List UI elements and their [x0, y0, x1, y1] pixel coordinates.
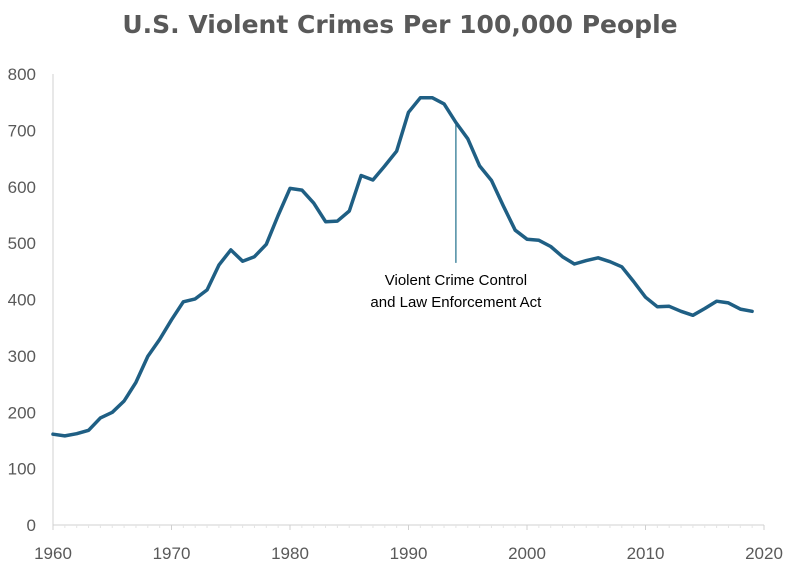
x-tick-label: 2020	[745, 544, 783, 563]
x-tick-label: 2000	[508, 544, 546, 563]
y-tick-label: 500	[8, 234, 36, 253]
x-tick-label: 1980	[271, 544, 309, 563]
x-tick-label: 1970	[153, 544, 191, 563]
x-tick-label: 1990	[390, 544, 428, 563]
series-layer	[51, 95, 754, 438]
y-tick-label: 600	[8, 178, 36, 197]
x-axis-labels: 1960 1970 1980 1990 2000 2010 2020	[34, 525, 783, 563]
annotation-text: Violent Crime Control	[385, 272, 527, 289]
y-tick-label: 800	[8, 65, 36, 84]
y-tick-label: 0	[27, 516, 36, 535]
y-tick-label: 100	[8, 460, 36, 479]
y-tick-label: 700	[8, 121, 36, 140]
y-tick-label: 200	[8, 403, 36, 422]
y-axis-labels: 0 100 200 300 400 500 600 700 800	[8, 65, 36, 535]
annotation: Violent Crime Control and Law Enforcement…	[370, 122, 542, 311]
y-tick-label: 300	[8, 347, 36, 366]
annotation-text: and Law Enforcement Act	[370, 294, 542, 311]
y-tick-label: 400	[8, 291, 36, 310]
x-tick-label: 2010	[627, 544, 665, 563]
series-line	[51, 95, 754, 438]
chart-title: U.S. Violent Crimes Per 100,000 People	[122, 10, 678, 39]
x-tick-label: 1960	[34, 544, 72, 563]
